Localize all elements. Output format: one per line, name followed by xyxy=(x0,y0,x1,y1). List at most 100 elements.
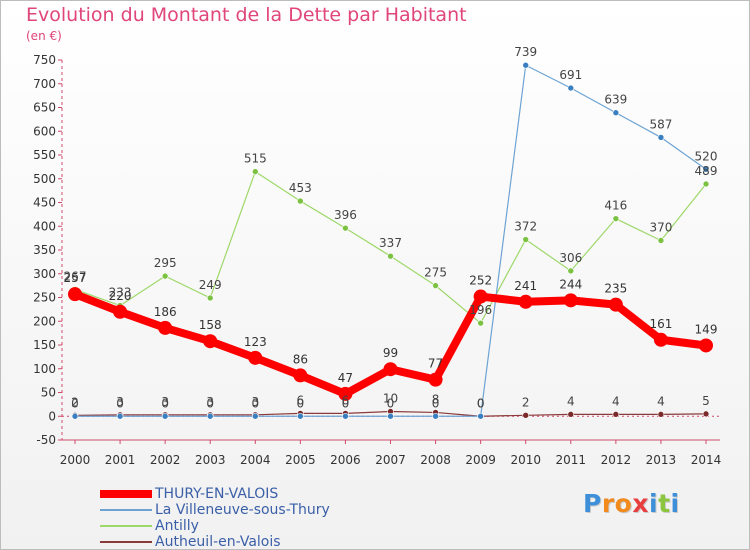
y-tick-label: 100 xyxy=(33,362,56,376)
x-tick-label: 2009 xyxy=(465,453,496,467)
data-label: 123 xyxy=(244,335,267,349)
data-label: 47 xyxy=(338,371,353,385)
data-label: 489 xyxy=(695,164,718,178)
data-label: 267 xyxy=(64,269,87,283)
y-tick-label: 450 xyxy=(33,196,56,210)
data-label: 220 xyxy=(109,289,132,303)
data-point xyxy=(68,287,82,302)
data-label: 244 xyxy=(559,277,582,291)
data-point xyxy=(248,350,263,365)
y-tick-label: 0 xyxy=(48,409,56,423)
y-tick-label: 700 xyxy=(33,77,56,91)
data-point xyxy=(522,61,530,69)
data-point xyxy=(612,109,620,117)
data-point xyxy=(203,334,218,349)
data-label: 306 xyxy=(559,251,582,265)
y-tick-label: 300 xyxy=(33,267,56,281)
data-point xyxy=(518,294,533,309)
legend-swatch xyxy=(100,541,152,543)
data-point xyxy=(653,332,668,347)
data-point xyxy=(612,215,620,222)
data-label: 4 xyxy=(567,394,575,408)
y-tick-label: -50 xyxy=(36,433,56,447)
data-label: 520 xyxy=(695,149,718,163)
data-label: 0 xyxy=(206,396,214,410)
data-label: 186 xyxy=(154,305,177,319)
data-point xyxy=(477,319,484,327)
data-point xyxy=(432,412,439,420)
data-label: 0 xyxy=(161,396,169,410)
data-label: 691 xyxy=(559,68,582,82)
x-tick-label: 2011 xyxy=(556,453,587,467)
legend-swatch xyxy=(100,490,152,498)
data-label: 235 xyxy=(604,282,627,296)
data-label: 0 xyxy=(477,396,485,410)
data-label: 739 xyxy=(514,45,537,59)
data-label: 0 xyxy=(432,396,440,410)
data-label: 0 xyxy=(251,396,259,410)
data-point xyxy=(161,272,169,280)
data-label: 149 xyxy=(695,322,718,336)
data-label: 233 xyxy=(109,286,132,300)
logo-letter: i xyxy=(649,489,659,518)
legend-swatch xyxy=(100,509,152,511)
data-point xyxy=(116,412,124,420)
data-point xyxy=(293,368,308,383)
data-point xyxy=(206,412,214,420)
data-point xyxy=(387,412,394,420)
x-tick-label: 2006 xyxy=(330,453,361,467)
data-label: 6 xyxy=(342,393,350,407)
data-label: 252 xyxy=(469,274,492,288)
y-tick-label: 650 xyxy=(33,101,56,115)
data-label: 4 xyxy=(657,394,665,408)
data-label: 8 xyxy=(432,392,440,406)
data-point xyxy=(699,338,713,353)
data-point xyxy=(563,293,578,308)
logo-letter: i xyxy=(670,489,680,518)
data-point xyxy=(432,282,439,289)
data-point xyxy=(612,411,620,418)
y-tick-label: 600 xyxy=(33,124,56,138)
proxiti-logo: Proxiti xyxy=(583,489,680,518)
logo-letter: o xyxy=(614,489,633,518)
data-label: 0 xyxy=(387,396,395,410)
data-label: 453 xyxy=(289,181,312,195)
data-point xyxy=(522,411,530,419)
data-label: 4 xyxy=(612,394,620,408)
data-point xyxy=(702,180,710,188)
logo-letter: r xyxy=(601,489,615,518)
data-point xyxy=(342,412,349,420)
x-tick-label: 2003 xyxy=(195,453,226,467)
data-point xyxy=(608,297,623,312)
y-tick-label: 350 xyxy=(33,243,56,257)
data-label: 275 xyxy=(424,266,447,280)
x-tick-label: 2001 xyxy=(105,453,136,467)
data-point xyxy=(702,410,710,418)
x-tick-label: 2005 xyxy=(285,453,316,467)
data-point xyxy=(297,197,304,205)
data-point xyxy=(113,304,128,319)
data-label: 515 xyxy=(244,152,267,166)
data-label: 3 xyxy=(251,395,259,409)
data-label: 0 xyxy=(342,396,350,410)
data-point xyxy=(338,386,353,401)
data-label: 3 xyxy=(116,395,124,409)
data-point xyxy=(428,372,443,387)
data-label: 0 xyxy=(116,396,124,410)
data-point xyxy=(473,289,488,304)
x-tick-label: 2008 xyxy=(420,453,451,467)
data-label: 416 xyxy=(604,199,627,213)
data-label: 2 xyxy=(522,395,530,409)
legend-label: Antilly xyxy=(155,518,199,534)
y-tick-label: 150 xyxy=(33,338,56,352)
data-label: 6 xyxy=(297,393,305,407)
x-tick-label: 2007 xyxy=(375,453,406,467)
data-label: 161 xyxy=(649,317,672,331)
y-tick-label: 750 xyxy=(33,53,56,67)
data-point xyxy=(567,267,575,275)
data-point xyxy=(567,411,575,418)
data-point xyxy=(567,84,575,92)
x-tick-label: 2012 xyxy=(601,453,632,467)
